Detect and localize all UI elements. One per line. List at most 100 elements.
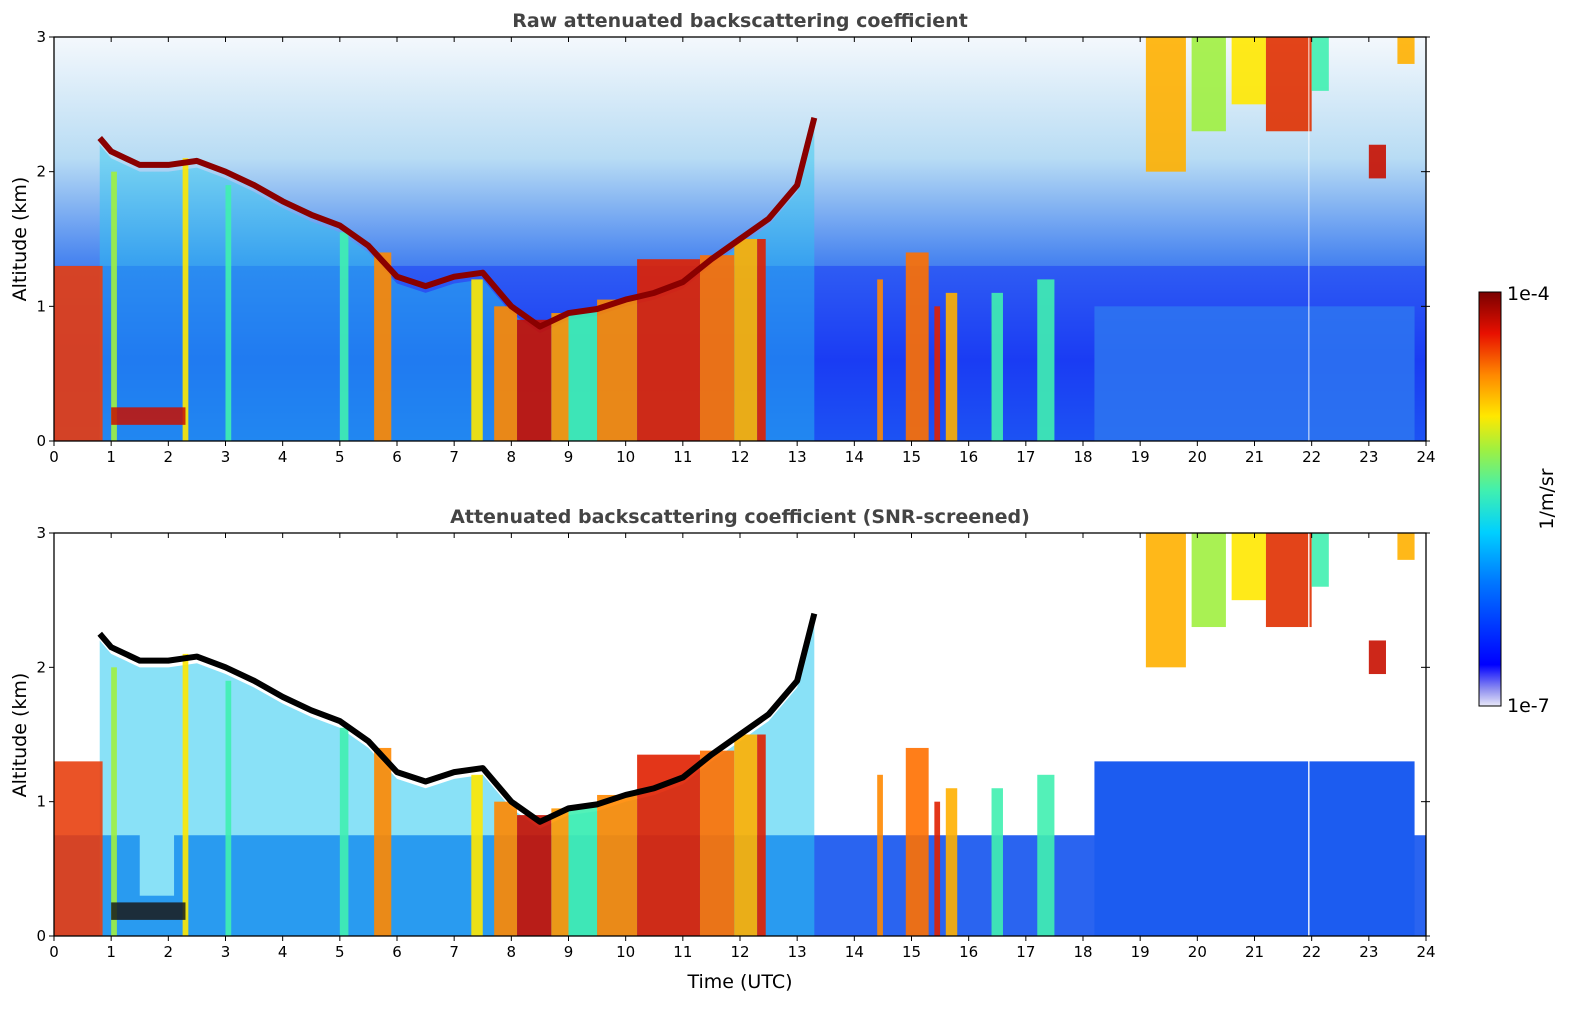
cloud-plume [905,252,929,441]
cloud-plume [945,788,958,936]
x-tick-label: 5 [335,448,345,466]
cloud-plume [225,680,232,936]
cloud-plume [111,667,117,936]
x-tick-label: 17 [1016,943,1035,961]
cloud-plume [877,774,883,936]
y-tick-label: 2 [36,658,46,676]
cloud-plume [111,171,117,441]
x-tick-label: 0 [49,943,59,961]
panel2-title: Attenuated backscattering coefficient (S… [450,506,1030,528]
y-tick-label: 0 [36,432,46,450]
cloud-plume [597,299,638,441]
cloud-plume [54,265,103,441]
colorbar-max-label: 1e-4 [1507,283,1550,305]
x-tick-label: 7 [449,448,459,466]
cloud-plume [1037,774,1055,936]
x-tick-label: 1 [106,943,116,961]
high-cloud [1368,640,1386,675]
high-cloud [1397,533,1415,560]
x-tick-label: 23 [1359,448,1378,466]
cloud-plume [568,310,598,441]
x-tick-label: 11 [673,943,692,961]
x-tick-label: 12 [730,943,749,961]
x-tick-label: 16 [959,943,978,961]
panel1-title: Raw attenuated backscattering coefficien… [512,10,968,32]
cloud-plume [934,801,941,936]
boundary-layer-top-line [97,612,818,825]
snr-screened-panel: Attenuated backscattering coefficient (S… [9,506,1436,993]
x-tick-label: 20 [1188,943,1207,961]
panel2-xlabel: Time (UTC) [686,971,792,993]
panel1-ylabel: Altitude (km) [9,177,31,302]
high-cloud [1265,37,1312,132]
cloud-plume [517,319,552,441]
x-tick-label: 6 [392,448,402,466]
surface-layer [111,902,186,920]
cloud-plume [551,313,569,441]
y-tick-label: 2 [36,163,46,181]
x-tick-label: 0 [49,448,59,466]
cloud-plume [945,292,958,441]
colorbar-gradient [1478,291,1502,707]
cloud-plume [734,734,758,936]
x-tick-label: 4 [278,448,288,466]
x-tick-label: 10 [616,448,635,466]
x-tick-label: 24 [1416,448,1435,466]
colorbar-unit-label: 1/m/sr [1536,468,1558,529]
high-cloud [1311,37,1329,91]
y-tick-label: 3 [36,524,46,542]
cloud-plume [757,734,766,936]
x-tick-label: 15 [902,448,921,466]
x-tick-label: 2 [164,943,174,961]
cloud-plume [225,185,232,441]
x-tick-label: 2 [164,448,174,466]
x-tick-label: 21 [1245,448,1264,466]
x-tick-label: 23 [1359,943,1378,961]
boundary-layer-top-line [97,117,818,330]
x-tick-label: 22 [1302,943,1321,961]
x-tick-label: 3 [221,943,231,961]
cloud-plume [339,727,349,936]
x-tick-label: 14 [845,448,864,466]
colorbar: 1e-4 1e-7 1/m/sr [1478,283,1558,717]
x-tick-label: 3 [221,448,231,466]
x-tick-label: 8 [507,943,517,961]
x-tick-label: 8 [507,448,517,466]
high-cloud [1145,37,1186,172]
cloud-plume [568,805,598,936]
panel2-ylabel: Altitude (km) [9,673,31,798]
late-aerosol-region [1094,761,1415,936]
cloud-plume [374,747,392,936]
cloud-plume [991,788,1003,936]
x-tick-label: 6 [392,943,402,961]
x-tick-label: 12 [730,448,749,466]
cloud-plume [517,815,552,936]
late-aerosol-region [1094,306,1415,441]
cloud-plume [374,252,392,441]
high-cloud [1397,37,1415,64]
x-tick-label: 24 [1416,943,1435,961]
surface-layer [111,407,186,425]
x-tick-label: 14 [845,943,864,961]
high-cloud [1191,37,1226,132]
cloud-plume [1037,279,1055,441]
x-tick-label: 5 [335,943,345,961]
x-tick-label: 22 [1302,448,1321,466]
high-cloud [1145,533,1186,668]
high-cloud [1191,533,1226,628]
cloud-plume [494,801,518,936]
cloud-plume [934,306,941,441]
x-tick-label: 15 [902,943,921,961]
cloud-plume [991,292,1003,441]
x-tick-label: 18 [1073,448,1092,466]
high-cloud [1368,144,1386,179]
cloud-plume [182,158,189,441]
x-tick-label: 13 [788,943,807,961]
cloud-plume [905,747,929,936]
cloud-plume [471,774,483,936]
high-cloud [1265,533,1312,628]
cloud-plume [734,239,758,441]
cloud-plume [597,794,638,936]
cloud-plume [471,279,483,441]
